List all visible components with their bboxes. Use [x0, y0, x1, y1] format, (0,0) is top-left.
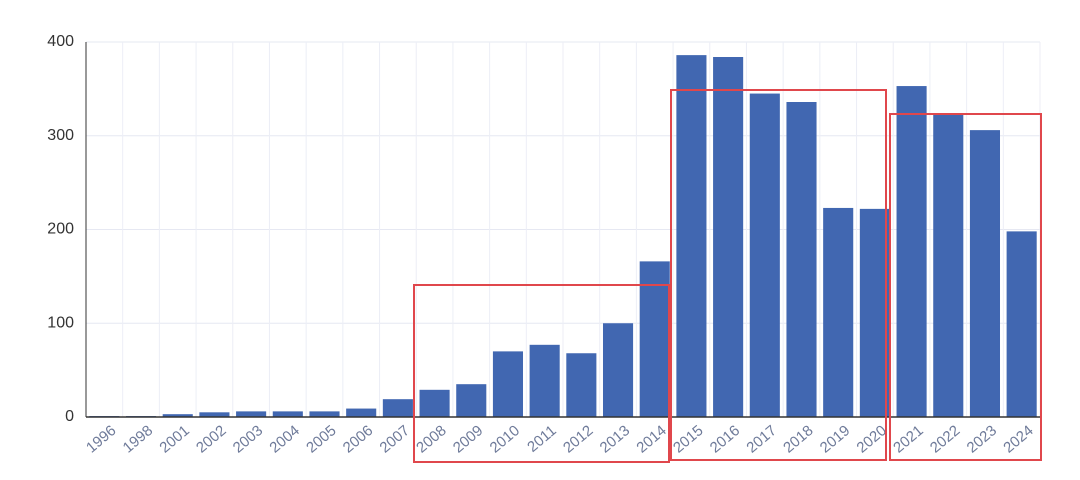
- x-tick-label: 2018: [780, 422, 816, 456]
- highlight-box: [889, 113, 1042, 461]
- x-tick-label: 2017: [743, 422, 779, 456]
- bar: [492, 351, 524, 417]
- y-tick-label: 200: [47, 221, 74, 238]
- y-tick-label: 300: [47, 127, 74, 144]
- bar: [419, 389, 450, 417]
- x-tick-label: 2009: [450, 422, 486, 456]
- bar: [162, 414, 193, 417]
- bar: [382, 399, 413, 417]
- y-tick-label: 0: [65, 408, 74, 425]
- highlight-box: [413, 284, 670, 463]
- x-tick-label: 2001: [156, 422, 192, 456]
- x-tick-label: 2022: [927, 422, 963, 456]
- x-tick-label: 1998: [120, 422, 156, 456]
- bar: [859, 208, 890, 417]
- x-tick-label: 2002: [193, 422, 229, 456]
- x-tick-label: 2021: [890, 422, 926, 456]
- bar: [346, 408, 377, 417]
- x-tick-label: 2023: [964, 422, 1000, 456]
- x-tick-label: 2003: [230, 422, 266, 456]
- x-tick-label: 2007: [377, 422, 413, 456]
- x-tick-label: 2024: [1000, 422, 1036, 456]
- annotation-boxes: [413, 89, 1042, 463]
- x-tick-label: 2013: [597, 422, 633, 456]
- x-tick-label: 1996: [83, 422, 119, 456]
- bar: [236, 411, 267, 417]
- bar: [566, 353, 597, 417]
- x-tick-label: 2012: [560, 422, 596, 456]
- bar: [786, 102, 817, 417]
- x-tick-label: 2008: [413, 422, 449, 456]
- bar: [749, 93, 780, 417]
- x-tick-label: 2015: [670, 422, 706, 456]
- x-tick-label: 2016: [707, 422, 743, 456]
- x-tick-label: 2010: [487, 422, 523, 456]
- bar: [713, 57, 744, 417]
- bar: [309, 411, 340, 417]
- y-tick-label: 100: [47, 314, 74, 331]
- bar: [199, 412, 230, 417]
- bar: [456, 384, 487, 417]
- x-tick-label: 2020: [854, 422, 890, 456]
- y-tick-label: 400: [47, 33, 74, 50]
- x-tick-label: 2011: [524, 422, 560, 456]
- bar: [602, 323, 634, 417]
- bar: [933, 114, 964, 417]
- bar: [529, 344, 560, 417]
- bar: [969, 130, 1001, 417]
- bar: [1006, 231, 1037, 417]
- bar: [272, 411, 303, 417]
- bar: [676, 55, 707, 417]
- x-tick-label: 2006: [340, 422, 376, 456]
- highlight-box: [670, 89, 887, 461]
- bar: [823, 207, 854, 417]
- x-tick-label: 2014: [633, 422, 669, 456]
- x-tick-label: 2019: [817, 422, 853, 456]
- x-tick-label: 2004: [266, 422, 302, 456]
- bar: [896, 86, 927, 417]
- x-tick-label: 2005: [303, 422, 339, 456]
- bar: [639, 261, 670, 417]
